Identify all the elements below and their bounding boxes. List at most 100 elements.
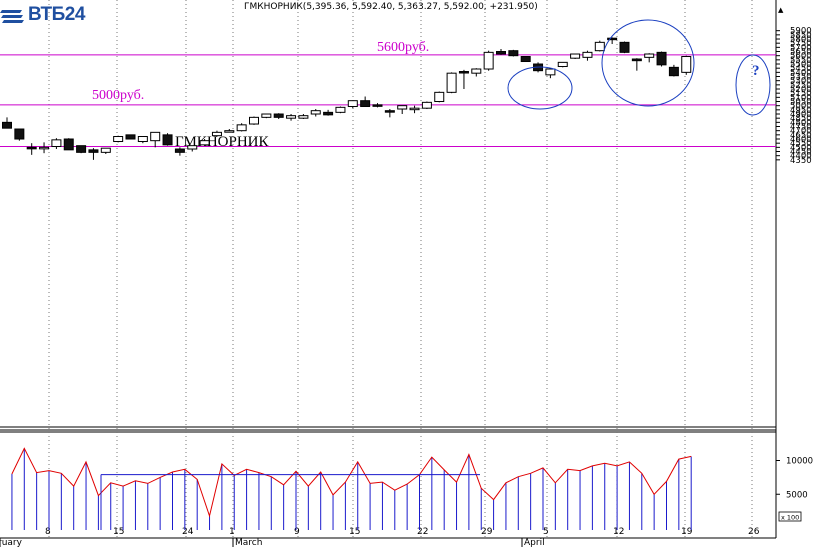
candle-bull: [434, 91, 445, 103]
candle-bear: [656, 51, 667, 66]
candle-bull: [582, 51, 593, 58]
candle-bull: [39, 146, 50, 150]
y-tick-label: 4350: [790, 156, 812, 166]
brand-name: ВТБ24: [28, 4, 85, 25]
y-tick-label: 5250: [790, 81, 812, 91]
question-mark-annotation: ?: [752, 63, 760, 79]
candle-bull: [298, 115, 309, 119]
candle-bear: [125, 134, 136, 140]
y-tick-label: 5800: [790, 35, 812, 45]
candle-bear: [372, 104, 383, 107]
candle-bear: [174, 148, 185, 153]
month-label: April: [524, 538, 545, 547]
candle-bull: [51, 139, 62, 148]
candle-bull: [224, 130, 235, 133]
candle-bull: [644, 53, 655, 58]
candle-bull: [100, 147, 111, 153]
y-tick-label: 4550: [790, 139, 812, 149]
candle-bull: [236, 124, 247, 132]
candle-bull: [397, 105, 408, 110]
y-tick-label: 4650: [790, 131, 812, 141]
candle-bear: [26, 146, 37, 150]
candle-bear: [162, 134, 173, 146]
scroll-up-icon: ▲: [778, 6, 784, 14]
y-tick-label: 5100: [790, 93, 812, 103]
candle-bull: [545, 68, 556, 76]
candle-bull: [113, 136, 124, 143]
volume-unit-box: [778, 511, 802, 522]
y-tick-label: 5050: [790, 98, 812, 108]
annotation-circle: [601, 19, 695, 107]
candle-bull: [409, 107, 420, 111]
annotation-circle: [735, 54, 771, 116]
candle-bear: [496, 51, 506, 55]
x-tick-label: 1: [229, 527, 235, 537]
annotation-circle: [507, 66, 573, 110]
candle-bear: [2, 121, 12, 129]
level-label: 5600руб.: [377, 40, 429, 55]
month-label: ruary: [0, 538, 23, 547]
y-tick-label: 5150: [790, 89, 812, 99]
y-tick-label: 5650: [790, 48, 812, 58]
x-tick-label: 8: [45, 527, 51, 537]
x-tick-label: 15: [113, 527, 124, 537]
candle-bull: [286, 115, 297, 119]
y-tick-label: 5900: [790, 27, 812, 37]
x-tick-label: 19: [681, 527, 693, 537]
volume-y-tick-label: 10000: [786, 457, 813, 467]
candle-bull: [594, 41, 605, 52]
x-tick-label: 5: [543, 527, 549, 537]
y-tick-label: 4450: [790, 148, 812, 158]
candle-bear: [508, 50, 519, 57]
candle-bear: [458, 71, 469, 74]
y-tick-label: 5000: [790, 102, 812, 112]
x-tick-label: 24: [182, 527, 194, 537]
y-tick-label: 5700: [790, 43, 812, 53]
y-tick-label: 5600: [790, 52, 812, 62]
candle-bull: [570, 53, 581, 59]
candle-bull: [557, 61, 568, 68]
y-tick-label: 5350: [790, 73, 812, 83]
y-tick-label: 4600: [790, 135, 812, 145]
x-tick-label: 26: [748, 527, 760, 537]
x-tick-label: 12: [613, 527, 624, 537]
x-tick-label: 15: [349, 527, 360, 537]
candle-bear: [520, 56, 531, 63]
candle-bear: [607, 37, 618, 41]
y-tick-label: 4700: [790, 127, 812, 137]
y-tick-label: 4900: [790, 110, 812, 120]
candle-bull: [137, 136, 148, 143]
x-tick-label: 9: [294, 527, 300, 537]
y-tick-label: 4950: [790, 106, 812, 116]
y-tick-label: 5750: [790, 39, 812, 49]
candle-bear: [14, 128, 25, 140]
candle-bull: [310, 110, 321, 115]
candle-bear: [63, 138, 74, 151]
candle-bear: [384, 110, 395, 113]
candle-bull: [199, 140, 210, 146]
y-tick-label: 4500: [790, 143, 812, 153]
y-tick-label: 5200: [790, 85, 812, 95]
candle-bear: [631, 58, 642, 62]
vtb-logo-icon: [0, 10, 24, 23]
candle-bear: [619, 41, 630, 53]
candle-bull: [347, 100, 358, 108]
y-tick-label: 4400: [790, 152, 812, 162]
volume-y-tick-label: 5000: [786, 490, 808, 500]
month-label: March: [235, 538, 262, 547]
y-tick-label: 4750: [790, 123, 812, 133]
candle-bear: [88, 149, 99, 153]
candle-bear: [668, 66, 679, 77]
level-label: 5000руб.: [92, 88, 144, 103]
candle-bear: [273, 113, 284, 118]
y-tick-label: 5550: [790, 56, 812, 66]
candle-bull: [471, 68, 482, 74]
candle-bull: [211, 131, 222, 137]
x-tick-label: 29: [481, 527, 493, 537]
candle-bear: [76, 145, 87, 153]
y-tick-label: 5400: [790, 68, 812, 78]
candle-bear: [360, 100, 371, 108]
quote-header: ГМКНОРНИК(5,395.36, 5,592.40, 5,363.27, …: [244, 2, 538, 12]
volume-unit-label: x 100: [781, 514, 799, 522]
